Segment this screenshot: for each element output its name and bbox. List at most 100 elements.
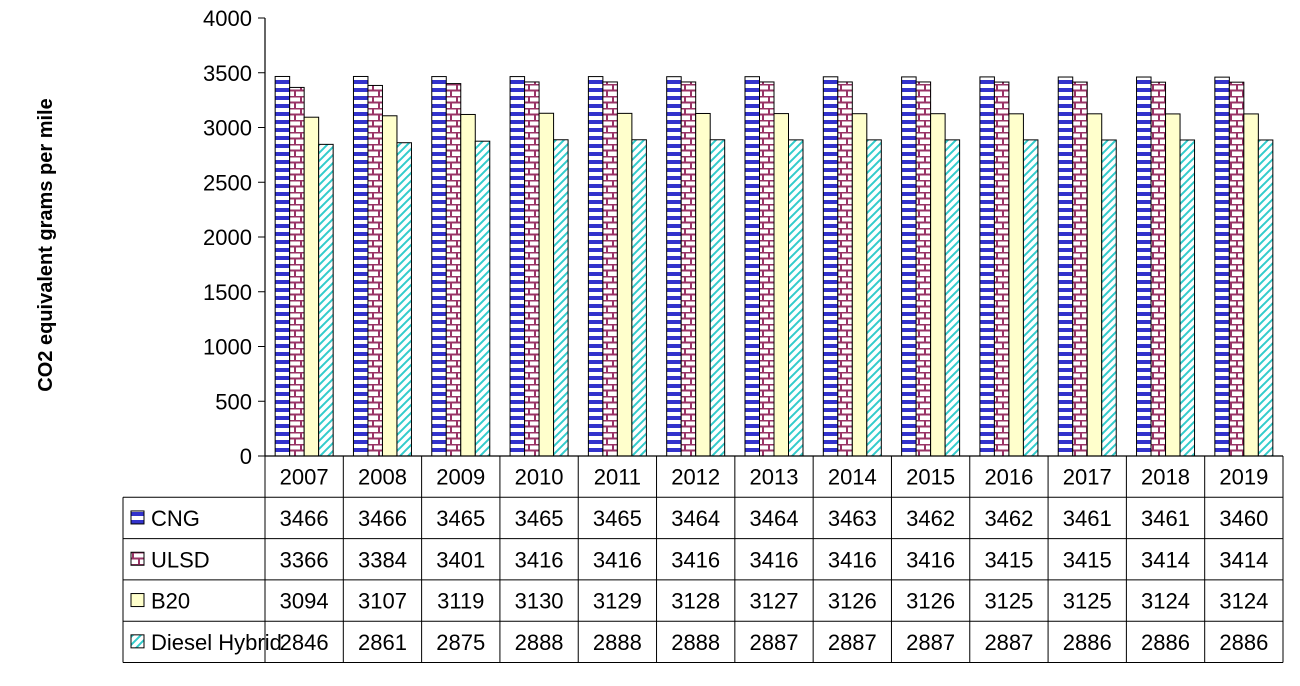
bar-ulsd [445, 83, 462, 457]
bar-ulsd [524, 81, 540, 457]
bar-b20 [851, 113, 868, 457]
data-label: 3416 [750, 547, 799, 572]
bar-b20 [460, 113, 476, 457]
bar-ulsd [1072, 81, 1088, 457]
bar-ulsd [289, 86, 305, 457]
bar-b20 [303, 116, 320, 457]
data-label: 2861 [358, 630, 407, 655]
bar-diesel-hybrid [631, 139, 647, 457]
data-label: 2887 [906, 630, 955, 655]
bar-cng [1057, 76, 1074, 457]
data-table: 2007 2008 2009 2010 2011 2012 2013 2014 2015 2016… [122, 455, 1284, 663]
data-label: 3366 [280, 547, 329, 572]
data-label: 2887 [750, 630, 799, 655]
data-label: 3416 [671, 547, 720, 572]
data-label: 3128 [671, 589, 720, 614]
x-tick-label: 2009 [436, 465, 485, 490]
bar-cng [1214, 76, 1230, 457]
x-tick-label: 2010 [515, 465, 564, 490]
bar-cng [509, 76, 526, 457]
data-label: 3462 [984, 506, 1033, 531]
data-label: 3416 [906, 547, 955, 572]
data-label: 3414 [1141, 547, 1190, 572]
data-label: 3462 [906, 506, 955, 531]
y-tick-label: 4000 [203, 6, 252, 31]
bar-diesel-hybrid [318, 143, 334, 457]
data-label: 3125 [1063, 589, 1112, 614]
x-tick-label: 2019 [1219, 465, 1268, 490]
data-label: 3094 [280, 589, 329, 614]
legend-swatch [130, 510, 145, 525]
x-tick-label: 2011 [594, 465, 641, 490]
bar-diesel-hybrid [553, 139, 569, 457]
data-label: 3416 [828, 547, 877, 572]
data-label: 2875 [436, 630, 485, 655]
bar-cng [666, 76, 682, 457]
bar-ulsd [759, 81, 775, 457]
data-label: 2888 [671, 630, 720, 655]
y-axis-label: CO2 equivalent grams per mile [35, 98, 57, 391]
bar-ulsd [367, 84, 383, 457]
bar-b20 [381, 115, 398, 457]
data-label: 2888 [593, 630, 642, 655]
bar-ulsd [1150, 81, 1167, 457]
bar-ulsd [602, 81, 618, 457]
y-tick-label: 3000 [203, 116, 252, 141]
bar-cng [352, 75, 369, 457]
bar-b20 [930, 113, 946, 457]
bar-diesel-hybrid [1179, 139, 1196, 457]
y-tick-label: 2000 [203, 225, 252, 250]
data-label: 3127 [750, 589, 799, 614]
data-label: 3464 [750, 506, 799, 531]
bar-cng [979, 76, 995, 457]
bar-b20 [695, 112, 711, 457]
x-tick-label: 2013 [750, 465, 799, 490]
data-label: 3463 [828, 506, 877, 531]
bar-ulsd [915, 81, 932, 457]
bar-diesel-hybrid [788, 139, 804, 457]
bar-b20 [1008, 113, 1024, 457]
data-label: 3416 [515, 547, 564, 572]
data-label: 2887 [984, 630, 1033, 655]
data-label: 3125 [984, 589, 1033, 614]
data-label: 3465 [593, 506, 642, 531]
data-label: 3461 [1141, 506, 1190, 531]
data-label: 3465 [436, 506, 485, 531]
legend-swatch [130, 593, 145, 608]
data-label: 3124 [1141, 589, 1190, 614]
bar-diesel-hybrid [1022, 139, 1039, 457]
data-label: 3126 [906, 589, 955, 614]
x-tick-label: 2016 [984, 465, 1033, 490]
bar-cng [1136, 76, 1152, 457]
bar-b20 [1243, 113, 1259, 457]
data-label: 3414 [1219, 547, 1268, 572]
y-tick-label: 2500 [203, 170, 252, 195]
data-label: 3416 [593, 547, 642, 572]
data-label: 3461 [1063, 506, 1112, 531]
bar-cng [431, 76, 447, 457]
data-label: 3129 [593, 589, 642, 614]
y-tick-labels: 0 500 1000 1500 2000 2500 3000 3500 4000 [203, 6, 252, 469]
data-label: 3466 [358, 506, 407, 531]
data-label: 3464 [671, 506, 720, 531]
bar-b20 [773, 113, 789, 457]
bar-cng [744, 76, 760, 457]
legend-label: B20 [151, 589, 190, 614]
data-label: 3107 [358, 589, 407, 614]
y-tick-label: 0 [240, 444, 252, 469]
data-label: 2888 [515, 630, 564, 655]
bar-b20 [1086, 113, 1103, 457]
bar-b20 [1165, 113, 1181, 457]
legend-label: Diesel Hybrid [151, 630, 282, 655]
legend-swatch [130, 634, 145, 649]
bar-diesel-hybrid [396, 142, 412, 457]
bar-cng [822, 76, 839, 457]
data-label: 3466 [280, 506, 329, 531]
bar-cng [901, 76, 917, 457]
data-label: 3460 [1219, 506, 1268, 531]
data-label: 2887 [828, 630, 877, 655]
y-tick-label: 1000 [203, 335, 252, 360]
data-label: 3384 [358, 547, 407, 572]
data-label: 3465 [515, 506, 564, 531]
